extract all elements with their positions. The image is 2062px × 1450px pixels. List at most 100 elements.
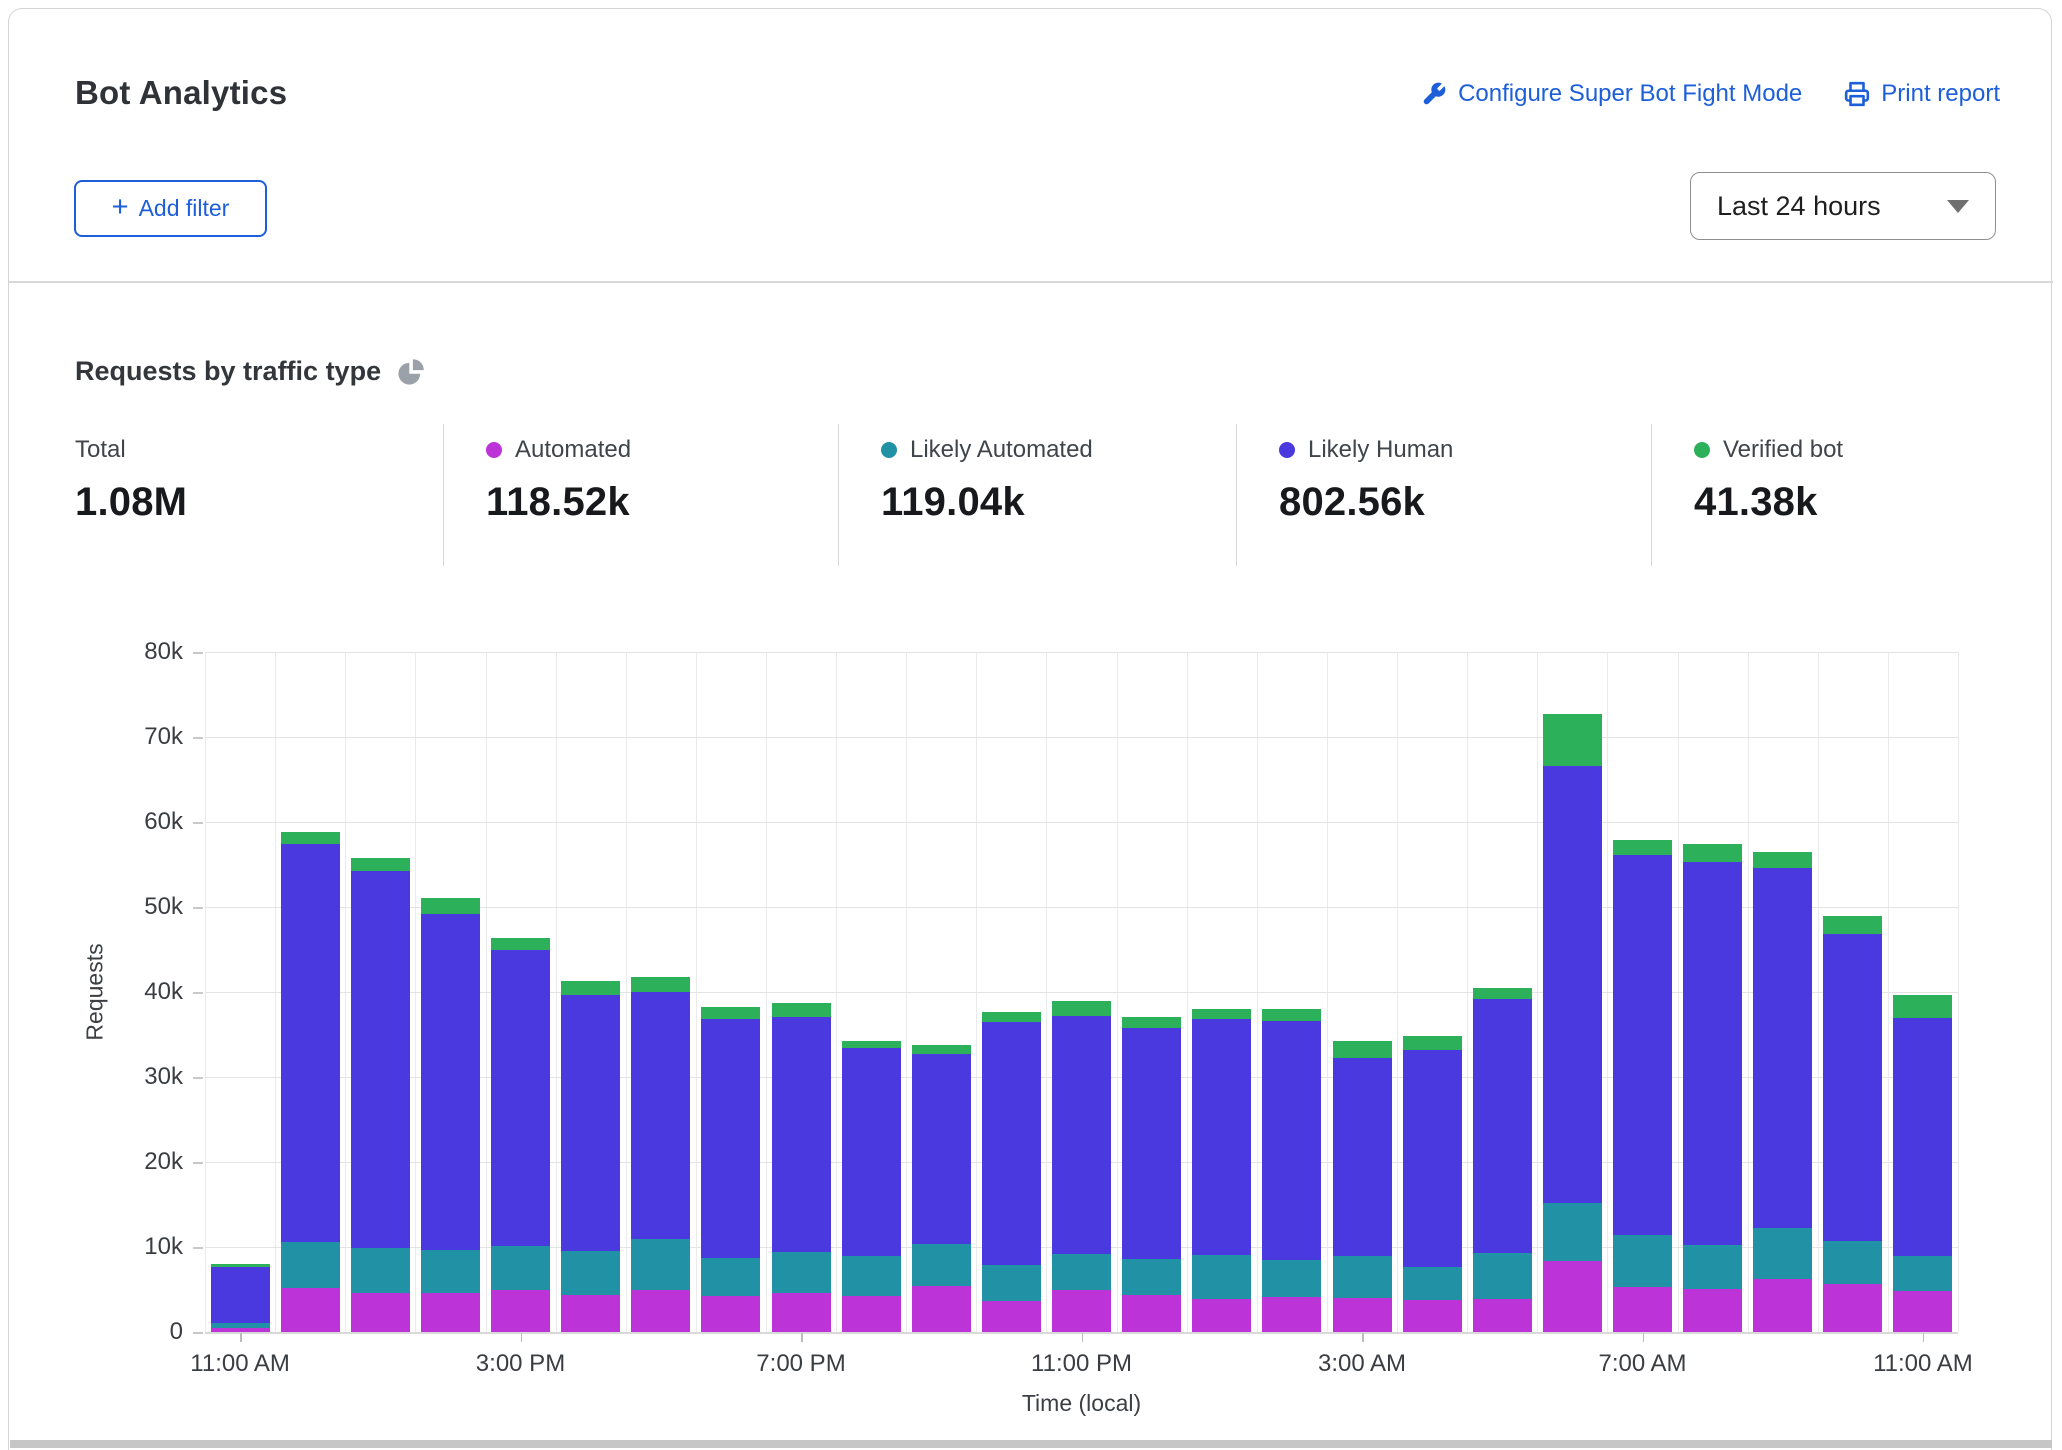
bar-500am[interactable] [1472,987,1532,1333]
bar-1000am[interactable] [1823,915,1883,1332]
bar-segment-automated[interactable] [981,1301,1041,1332]
bar-segment-likely-human[interactable] [1893,1018,1953,1257]
bar-segment-likely-human[interactable] [1192,1019,1252,1255]
bar-segment-automated[interactable] [1753,1279,1813,1333]
bar-700pm[interactable] [771,1003,831,1332]
bar-300pm[interactable] [491,937,550,1332]
bar-segment-likely-automated[interactable] [1262,1259,1322,1298]
bar-1100pm[interactable] [1052,1001,1111,1332]
bar-segment-likely-human[interactable] [280,844,340,1242]
bar-300am[interactable] [1332,1041,1392,1332]
bar-segment-verified-bot[interactable] [350,857,410,872]
bar-segment-likely-human[interactable] [1823,934,1883,1242]
bar-700am[interactable] [1613,839,1672,1332]
bar-segment-likely-automated[interactable] [771,1252,831,1293]
bar-segment-automated[interactable] [1332,1298,1392,1332]
bar-segment-verified-bot[interactable] [701,1006,761,1020]
bar-segment-likely-human[interactable] [1753,867,1813,1229]
bar-segment-verified-bot[interactable] [631,976,691,993]
bar-segment-automated[interactable] [491,1289,550,1332]
bar-segment-automated[interactable] [280,1287,340,1332]
bar-segment-automated[interactable] [771,1292,831,1332]
bar-segment-automated[interactable] [350,1292,410,1332]
bar-segment-likely-automated[interactable] [280,1241,340,1288]
bar-600am[interactable] [1542,714,1602,1332]
bar-segment-likely-automated[interactable] [1823,1241,1883,1285]
bar-segment-verified-bot[interactable] [1542,714,1602,766]
bar-segment-likely-automated[interactable] [350,1247,410,1293]
bar-1000pm[interactable] [981,1011,1041,1332]
bar-800pm[interactable] [841,1040,901,1333]
bar-segment-verified-bot[interactable] [561,981,621,996]
bar-segment-likely-automated[interactable] [561,1250,621,1295]
bar-segment-verified-bot[interactable] [491,937,550,951]
bar-segment-automated[interactable] [1052,1290,1111,1332]
bar-100pm[interactable] [350,857,410,1332]
bar-segment-likely-automated[interactable] [1472,1253,1532,1299]
bar-400pm[interactable] [561,981,621,1333]
bar-segment-verified-bot[interactable] [911,1044,971,1055]
bar-100am[interactable] [1192,1009,1252,1332]
bar-segment-likely-automated[interactable] [210,1322,270,1328]
bar-segment-likely-automated[interactable] [911,1243,971,1287]
bar-1200pm[interactable] [280,832,340,1332]
bar-segment-verified-bot[interactable] [981,1011,1041,1022]
bar-segment-automated[interactable] [701,1295,761,1333]
bar-segment-likely-human[interactable] [1472,998,1532,1254]
bar-800am[interactable] [1683,844,1743,1332]
bar-segment-verified-bot[interactable] [841,1040,901,1049]
bar-segment-automated[interactable] [1472,1298,1532,1333]
bar-segment-likely-human[interactable] [1613,855,1672,1236]
bar-1100am[interactable] [1893,995,1953,1332]
bar-segment-likely-human[interactable] [1122,1027,1182,1259]
bar-segment-automated[interactable] [841,1295,901,1333]
bar-segment-verified-bot[interactable] [1683,844,1743,862]
bar-segment-likely-human[interactable] [1402,1049,1462,1267]
bar-segment-automated[interactable] [1262,1297,1322,1332]
add-filter-button[interactable]: + Add filter [74,180,267,237]
bar-segment-likely-human[interactable] [210,1266,270,1323]
bar-segment-likely-automated[interactable] [1613,1235,1672,1287]
bar-segment-likely-automated[interactable] [1753,1228,1813,1280]
time-range-select[interactable]: Last 24 hours [1690,172,1996,240]
bar-900pm[interactable] [911,1044,971,1332]
bar-segment-automated[interactable] [1192,1298,1252,1332]
bar-segment-likely-human[interactable] [1683,861,1743,1246]
bar-segment-verified-bot[interactable] [1192,1009,1252,1020]
bar-segment-verified-bot[interactable] [210,1264,270,1267]
bar-segment-verified-bot[interactable] [1893,995,1953,1019]
bar-segment-verified-bot[interactable] [1823,915,1883,935]
bar-segment-likely-human[interactable] [1332,1058,1392,1256]
bar-segment-automated[interactable] [1542,1261,1602,1332]
bar-segment-likely-automated[interactable] [631,1238,691,1291]
print-report-link[interactable]: Print report [1844,80,2000,108]
bar-segment-likely-human[interactable] [631,992,691,1239]
bar-segment-verified-bot[interactable] [1472,987,1532,999]
bar-200pm[interactable] [420,897,480,1332]
bar-segment-verified-bot[interactable] [1613,839,1672,856]
bar-segment-likely-automated[interactable] [1332,1255,1392,1298]
bar-segment-likely-automated[interactable] [1893,1256,1953,1292]
bar-segment-likely-automated[interactable] [1122,1258,1182,1296]
bar-segment-likely-automated[interactable] [420,1250,480,1293]
bar-segment-likely-automated[interactable] [1052,1253,1111,1291]
bar-segment-automated[interactable] [1402,1299,1462,1332]
bar-segment-verified-bot[interactable] [1122,1016,1182,1028]
bar-segment-likely-human[interactable] [981,1021,1041,1265]
bar-segment-verified-bot[interactable] [1332,1041,1392,1059]
bar-segment-likely-automated[interactable] [491,1246,550,1290]
bar-segment-likely-automated[interactable] [1402,1266,1462,1300]
bar-segment-automated[interactable] [631,1290,691,1332]
bar-segment-likely-automated[interactable] [1542,1202,1602,1262]
bar-600pm[interactable] [701,1006,761,1333]
bar-segment-automated[interactable] [1122,1295,1182,1332]
bar-segment-likely-human[interactable] [701,1019,761,1259]
bar-segment-likely-automated[interactable] [1192,1254,1252,1299]
bar-segment-likely-automated[interactable] [841,1255,901,1296]
bar-segment-likely-human[interactable] [491,950,550,1247]
bar-segment-automated[interactable] [420,1292,480,1332]
bar-500pm[interactable] [631,976,691,1332]
bar-segment-automated[interactable] [561,1294,621,1333]
bar-segment-verified-bot[interactable] [1753,851,1813,868]
bar-segment-likely-human[interactable] [841,1048,901,1256]
